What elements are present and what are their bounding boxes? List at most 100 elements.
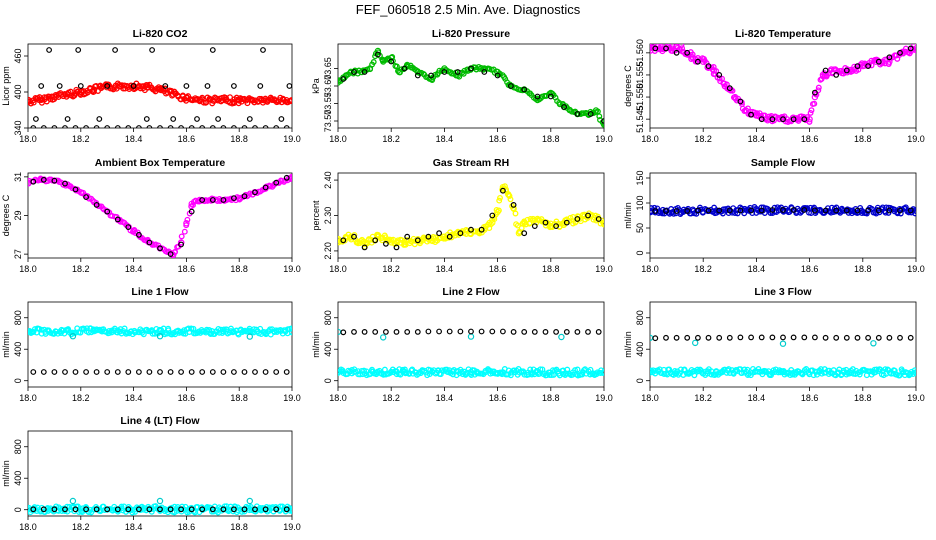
- panel-grid: Li-820 CO2 18.0 18.2 18.4 18.6 18.8 19.0 340 400…: [1, 28, 925, 532]
- data-layer: [28, 325, 292, 375]
- average-point: [716, 207, 723, 214]
- average-point: [114, 125, 121, 128]
- series-box-temp-raw-: [28, 173, 292, 258]
- average-point: [220, 369, 227, 375]
- average-point: [375, 51, 381, 58]
- x-tick-label: 18.6: [489, 134, 507, 144]
- data-point: [584, 110, 592, 118]
- x-tick-label: 18.0: [641, 134, 659, 144]
- raw-point: [732, 210, 738, 217]
- data-layer: [338, 47, 604, 128]
- data-point: [170, 251, 177, 258]
- data-point: [380, 58, 387, 65]
- raw-point: [179, 503, 186, 510]
- average-point: [489, 328, 496, 335]
- raw-point: [689, 51, 696, 58]
- average-point: [167, 369, 174, 375]
- panel-title: Line 2 Flow: [442, 286, 500, 298]
- average-point: [40, 506, 47, 513]
- average-point: [114, 369, 121, 375]
- average-point: [833, 334, 840, 341]
- average-point: [51, 177, 58, 184]
- average-point: [260, 47, 266, 53]
- average-point: [425, 233, 432, 240]
- raw-point: [807, 204, 814, 211]
- average-point: [875, 334, 882, 341]
- data-point: [534, 96, 541, 104]
- average-point: [865, 334, 871, 341]
- average-point: [854, 207, 861, 214]
- data-point: [77, 88, 85, 96]
- data-point: [481, 65, 488, 72]
- average-point: [104, 369, 111, 375]
- average-point: [531, 329, 538, 335]
- average-point: [40, 369, 47, 375]
- x-tick-label: 18.8: [230, 393, 248, 403]
- data-point: [156, 86, 164, 93]
- average-point: [521, 230, 528, 237]
- average-point: [340, 329, 347, 336]
- series-line-3-outliers: [650, 334, 877, 347]
- data-point: [846, 369, 853, 376]
- data-point: [401, 240, 408, 247]
- x-tick-label: 18.0: [329, 134, 347, 144]
- panel-sample_flow: Sample Flow 18.0 18.2 18.4 18.6 18.8 19.0 0 50 10…: [623, 157, 925, 274]
- x-tick-label: 19.0: [595, 134, 613, 144]
- average-point: [135, 369, 142, 375]
- average-point: [162, 83, 169, 89]
- average-point: [726, 207, 733, 214]
- average-point: [252, 125, 258, 128]
- panel-title: Line 4 (LT) Flow: [120, 415, 200, 427]
- average-point: [125, 224, 132, 231]
- raw-point: [912, 210, 916, 217]
- average-point: [209, 125, 216, 128]
- average-point: [684, 49, 691, 56]
- raw-point: [100, 503, 107, 510]
- data-point: [288, 97, 292, 104]
- average-point: [194, 116, 200, 122]
- series-line-2-raw-: [338, 366, 604, 379]
- average-point: [93, 506, 100, 513]
- y-axis: 0 50 100 150: [635, 170, 650, 256]
- average-point: [705, 334, 712, 341]
- average-point: [468, 65, 474, 72]
- average-point: [83, 194, 89, 201]
- average-point: [737, 98, 744, 105]
- average-point: [157, 506, 163, 513]
- average-point: [351, 69, 357, 75]
- data-point: [560, 219, 568, 226]
- average-point: [199, 197, 206, 203]
- average-point: [230, 83, 237, 89]
- average-point: [790, 207, 797, 213]
- average-point: [414, 329, 421, 335]
- data-point: [713, 207, 720, 214]
- series-line-3-raw-: [650, 365, 916, 379]
- average-point: [167, 506, 174, 513]
- raw-point: [507, 196, 514, 203]
- plot-frame: [649, 301, 917, 388]
- average-point: [393, 244, 400, 251]
- average-point: [167, 251, 174, 258]
- average-point: [241, 369, 248, 375]
- average-point: [146, 506, 153, 513]
- x-tick-label: 18.6: [801, 264, 819, 274]
- average-point: [30, 125, 37, 128]
- average-point: [372, 237, 379, 244]
- average-point: [361, 69, 368, 75]
- panel-title: Ambient Box Temperature: [95, 157, 226, 169]
- plot-frame: [337, 301, 605, 388]
- x-axis: 18.0 18.2 18.4 18.6 18.8 19.0: [641, 258, 925, 274]
- raw-point: [357, 237, 364, 244]
- average-point: [188, 369, 195, 375]
- x-tick-label: 18.8: [230, 522, 248, 532]
- data-point: [235, 97, 243, 104]
- average-point: [780, 334, 786, 341]
- average-point: [801, 207, 808, 213]
- plot-frame: [27, 301, 293, 388]
- average-point: [383, 240, 389, 247]
- raw-point: [181, 228, 188, 235]
- average-point: [563, 219, 570, 226]
- average-point: [51, 369, 58, 375]
- average-point: [241, 506, 248, 513]
